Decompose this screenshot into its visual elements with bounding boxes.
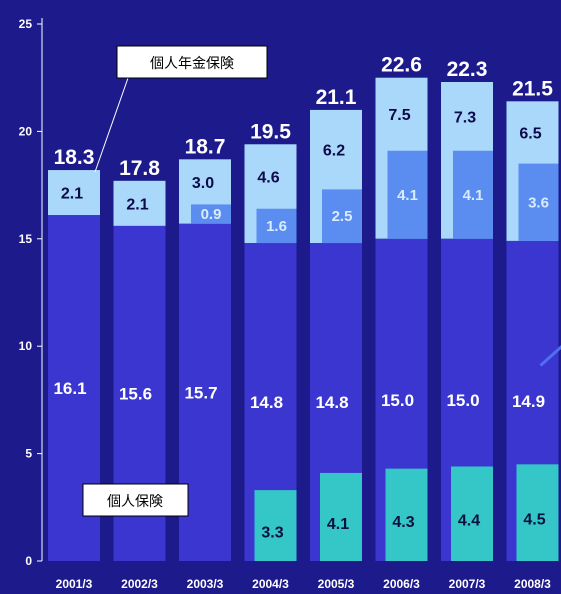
x-tick-label: 2005/3: [318, 577, 355, 591]
data-label-total: 19.5: [250, 120, 291, 143]
data-label-base: 15.0: [381, 391, 414, 410]
bar-segment-top: [48, 170, 100, 216]
callout-box-personal: [82, 483, 189, 517]
x-tick-label: 2007/3: [449, 577, 486, 591]
y-tick-label: 25: [19, 17, 33, 31]
data-label-base: 14.8: [315, 393, 348, 412]
data-label-total: 22.6: [381, 54, 422, 77]
y-tick-label: 15: [19, 232, 33, 246]
data-label-total: 17.8: [119, 157, 160, 180]
bar-segment-personal: [320, 472, 362, 561]
data-label-mid: 0.9: [201, 206, 222, 223]
data-label-top: 6.5: [519, 125, 541, 142]
data-label-top: 2.1: [126, 196, 148, 213]
data-label-total: 21.5: [512, 77, 553, 100]
bar-segment-top: [113, 180, 166, 226]
data-label-total: 22.3: [447, 58, 488, 81]
data-label-top: 7.5: [388, 107, 410, 124]
bar-segment-mid: [256, 208, 297, 244]
data-label-top: 2.1: [61, 186, 83, 203]
data-label-mid: 1.6: [266, 218, 287, 235]
bar-segment-personal: [254, 490, 297, 561]
data-label-personal: 4.4: [458, 513, 480, 530]
data-label-total: 18.3: [54, 146, 95, 169]
callout-leader-line: [94, 77, 129, 173]
data-label-personal: 3.3: [261, 525, 283, 542]
data-label-personal: 4.1: [327, 516, 349, 533]
data-label-base: 15.7: [184, 383, 217, 402]
callout-label-personal: 個人保険: [107, 494, 163, 510]
bar-segment-personal: [385, 468, 428, 561]
data-label-personal: 4.3: [392, 514, 414, 531]
y-tick-label: 10: [19, 339, 33, 353]
trend-line: [539, 345, 561, 367]
data-label-mid: 4.1: [397, 187, 418, 204]
bar-segment-personal: [451, 466, 493, 561]
data-label-base: 14.9: [512, 392, 545, 411]
bar-segment-mid: [387, 150, 428, 239]
x-tick-label: 2003/3: [187, 577, 224, 591]
data-label-total: 18.7: [185, 135, 226, 158]
data-label-top: 3.0: [192, 175, 214, 192]
y-tick-label: 5: [25, 447, 32, 461]
data-label-mid: 3.6: [528, 194, 549, 211]
data-label-base: 14.8: [250, 393, 283, 412]
x-tick-label: 2008/3: [514, 577, 551, 591]
bar-segment-personal: [516, 464, 559, 561]
data-label-top: 4.6: [257, 170, 279, 187]
bar-segment-mid: [453, 150, 493, 239]
data-label-top: 7.3: [454, 109, 476, 126]
callout-label-pension: 個人年金保険: [150, 56, 234, 72]
x-tick-label: 2002/3: [121, 577, 158, 591]
data-label-base: 16.1: [53, 379, 86, 398]
data-label-base: 15.0: [446, 391, 479, 410]
bar-segment-mid: [322, 189, 362, 244]
y-tick-label: 0: [25, 554, 32, 568]
data-label-top: 6.2: [323, 143, 345, 160]
data-label-base: 15.6: [119, 384, 152, 403]
x-tick-label: 2006/3: [383, 577, 420, 591]
callout-box-pension: [116, 45, 268, 79]
data-label-mid: 2.5: [332, 208, 353, 225]
bar-segment-mid: [518, 163, 559, 241]
bar-segment-mid: [191, 204, 231, 224]
data-label-mid: 4.1: [463, 187, 484, 204]
x-tick-label: 2004/3: [252, 577, 289, 591]
x-tick-label: 2001/3: [56, 577, 93, 591]
data-label-personal: 4.5: [523, 512, 545, 529]
y-tick-label: 20: [19, 124, 33, 138]
data-label-total: 21.1: [316, 86, 357, 109]
